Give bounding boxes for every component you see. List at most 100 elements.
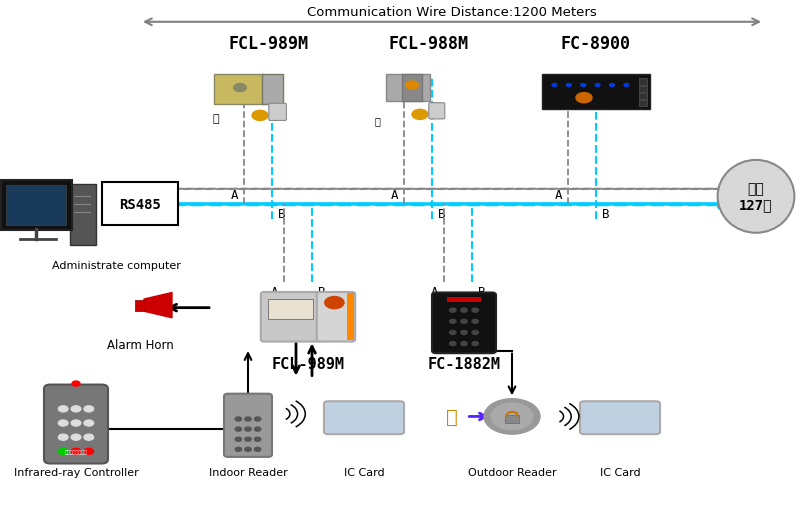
Circle shape xyxy=(491,403,533,430)
Text: B: B xyxy=(602,208,610,221)
FancyBboxPatch shape xyxy=(639,86,647,92)
FancyBboxPatch shape xyxy=(505,415,519,423)
Text: IC Card: IC Card xyxy=(600,467,640,477)
Circle shape xyxy=(84,406,94,412)
Text: FCL-989M: FCL-989M xyxy=(271,356,345,371)
Text: A: A xyxy=(270,285,278,298)
Circle shape xyxy=(412,110,428,120)
Circle shape xyxy=(245,447,251,451)
Circle shape xyxy=(450,342,456,346)
FancyBboxPatch shape xyxy=(639,93,647,99)
FancyBboxPatch shape xyxy=(386,75,430,102)
FancyBboxPatch shape xyxy=(447,297,481,302)
FancyBboxPatch shape xyxy=(262,75,283,105)
FancyBboxPatch shape xyxy=(268,299,313,319)
Circle shape xyxy=(325,297,344,309)
Circle shape xyxy=(245,427,251,431)
Text: Outdoor Reader: Outdoor Reader xyxy=(468,467,556,477)
Circle shape xyxy=(235,427,242,431)
Circle shape xyxy=(472,342,478,346)
Text: IC Card: IC Card xyxy=(344,467,384,477)
Text: B: B xyxy=(318,285,326,298)
FancyBboxPatch shape xyxy=(542,75,650,110)
Text: B: B xyxy=(438,208,446,221)
Ellipse shape xyxy=(718,161,794,233)
Circle shape xyxy=(610,84,614,87)
Circle shape xyxy=(71,420,81,426)
Circle shape xyxy=(552,84,557,87)
Text: RS485: RS485 xyxy=(119,197,161,212)
Text: Administrate computer: Administrate computer xyxy=(52,260,181,270)
FancyBboxPatch shape xyxy=(639,79,647,85)
FancyBboxPatch shape xyxy=(70,184,96,246)
Circle shape xyxy=(84,434,94,440)
FancyBboxPatch shape xyxy=(6,186,66,226)
Text: FCL-989M: FCL-989M xyxy=(228,35,308,53)
Circle shape xyxy=(254,437,261,441)
Circle shape xyxy=(450,320,456,324)
Circle shape xyxy=(450,331,456,335)
Circle shape xyxy=(58,448,68,454)
Text: A: A xyxy=(554,189,562,202)
FancyBboxPatch shape xyxy=(432,293,496,354)
Circle shape xyxy=(71,448,81,454)
FancyBboxPatch shape xyxy=(580,401,660,434)
Circle shape xyxy=(461,320,467,324)
Circle shape xyxy=(406,82,418,90)
Text: B: B xyxy=(278,208,286,221)
Circle shape xyxy=(472,309,478,313)
FancyBboxPatch shape xyxy=(1,181,72,231)
Text: B: B xyxy=(478,285,486,298)
Circle shape xyxy=(252,111,268,121)
Circle shape xyxy=(235,437,242,441)
Text: Communication Wire Distance:1200 Meters: Communication Wire Distance:1200 Meters xyxy=(307,6,597,19)
Text: FC-8900: FC-8900 xyxy=(561,35,631,53)
Text: Infrared-ray Controller: Infrared-ray Controller xyxy=(14,467,138,477)
Text: 🔑: 🔑 xyxy=(374,116,381,126)
Circle shape xyxy=(595,84,600,87)
Text: 🔑: 🔑 xyxy=(213,114,219,124)
Circle shape xyxy=(624,84,629,87)
Circle shape xyxy=(71,434,81,440)
Circle shape xyxy=(58,406,68,412)
Circle shape xyxy=(461,331,467,335)
FancyBboxPatch shape xyxy=(639,100,647,107)
Circle shape xyxy=(566,84,571,87)
FancyBboxPatch shape xyxy=(135,300,145,311)
FancyBboxPatch shape xyxy=(261,292,322,342)
Text: 🗝: 🗝 xyxy=(446,407,458,426)
Circle shape xyxy=(450,309,456,313)
Text: A: A xyxy=(430,285,438,298)
Circle shape xyxy=(254,427,261,431)
Polygon shape xyxy=(144,293,172,318)
Text: A: A xyxy=(390,189,398,202)
Text: 最大
127台: 最大 127台 xyxy=(739,182,773,212)
FancyBboxPatch shape xyxy=(317,292,355,342)
FancyBboxPatch shape xyxy=(269,104,286,121)
Text: A: A xyxy=(230,189,238,202)
Circle shape xyxy=(472,331,478,335)
Circle shape xyxy=(72,381,80,386)
Text: Indoor Reader: Indoor Reader xyxy=(209,467,287,477)
Circle shape xyxy=(84,420,94,426)
Circle shape xyxy=(576,93,592,104)
Circle shape xyxy=(461,309,467,313)
Circle shape xyxy=(254,447,261,451)
Circle shape xyxy=(472,320,478,324)
Circle shape xyxy=(581,84,586,87)
Text: FC-1882M: FC-1882M xyxy=(427,356,501,371)
Circle shape xyxy=(254,417,261,421)
FancyBboxPatch shape xyxy=(347,294,354,340)
Circle shape xyxy=(461,342,467,346)
FancyBboxPatch shape xyxy=(324,401,404,434)
Circle shape xyxy=(245,437,251,441)
FancyBboxPatch shape xyxy=(214,75,264,105)
Text: Alarm Horn: Alarm Horn xyxy=(106,338,174,351)
Circle shape xyxy=(245,417,251,421)
Circle shape xyxy=(235,417,242,421)
FancyBboxPatch shape xyxy=(44,385,108,464)
Text: FCL-988M: FCL-988M xyxy=(388,35,468,53)
Circle shape xyxy=(234,84,246,92)
Circle shape xyxy=(84,448,94,454)
Circle shape xyxy=(58,434,68,440)
